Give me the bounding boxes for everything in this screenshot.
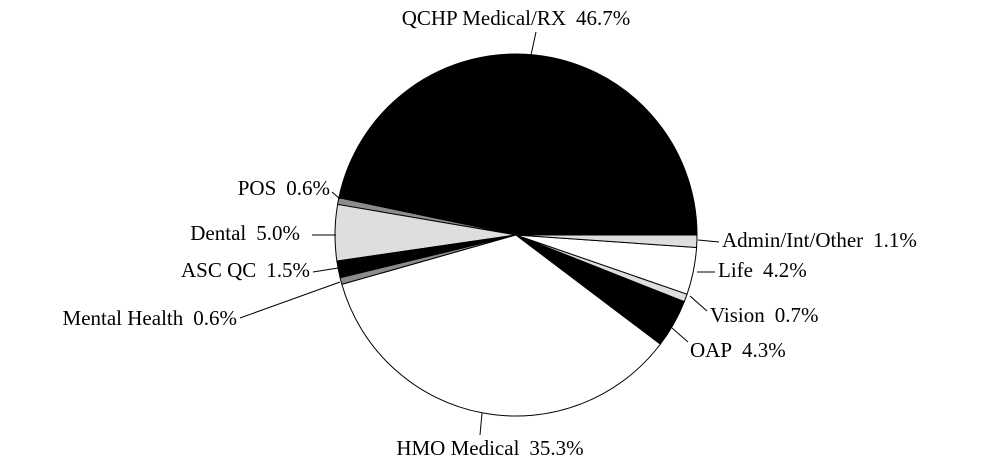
- slice-value: 1.1%: [873, 228, 917, 252]
- slice-label: Vision 0.7%: [710, 303, 819, 327]
- slice-category: ASC QC: [181, 258, 256, 282]
- slice-value: 5.0%: [256, 221, 300, 245]
- slice-category: POS: [238, 176, 277, 200]
- leader-line: [312, 267, 339, 273]
- leader-line: [530, 31, 537, 56]
- slice-label: ASC QC 1.5%: [181, 258, 310, 282]
- slice-value: 0.6%: [286, 176, 330, 200]
- slice-label: Dental 5.0%: [190, 221, 300, 245]
- leader-line: [697, 239, 720, 243]
- slice-label: OAP 4.3%: [690, 338, 786, 362]
- pie-slice: [338, 53, 698, 236]
- slice-value: 35.3%: [529, 436, 583, 460]
- leader-line: [331, 191, 341, 200]
- pie-slice: [515, 234, 698, 249]
- slice-label: HMO Medical 35.3%: [396, 436, 583, 460]
- slice-label: Life 4.2%: [718, 258, 807, 282]
- slice-category: Admin/Int/Other: [722, 228, 863, 252]
- slice-category: HMO Medical: [396, 436, 519, 460]
- slice-value: 0.6%: [193, 306, 237, 330]
- slice-value: 4.2%: [763, 258, 807, 282]
- slice-value: 46.7%: [576, 6, 630, 30]
- slice-value: 1.5%: [266, 258, 310, 282]
- leader-line: [689, 295, 708, 312]
- leader-line: [479, 412, 483, 436]
- slice-category: Vision: [710, 303, 765, 327]
- slice-category: OAP: [690, 338, 732, 362]
- slice-value: 0.7%: [775, 303, 819, 327]
- slice-value: 4.3%: [742, 338, 786, 362]
- slice-category: Dental: [190, 221, 246, 245]
- slice-category: Mental Health: [63, 306, 184, 330]
- leader-line: [671, 327, 689, 343]
- slice-label: Admin/Int/Other 1.1%: [722, 228, 917, 252]
- slice-category: Life: [718, 258, 753, 282]
- slice-label: Mental Health 0.6%: [63, 306, 237, 330]
- slice-label: QCHP Medical/RX 46.7%: [402, 6, 631, 30]
- leader-line: [239, 281, 341, 319]
- slice-label: POS 0.6%: [238, 176, 330, 200]
- pie-slice: [341, 234, 662, 417]
- slice-category: QCHP Medical/RX: [402, 6, 566, 30]
